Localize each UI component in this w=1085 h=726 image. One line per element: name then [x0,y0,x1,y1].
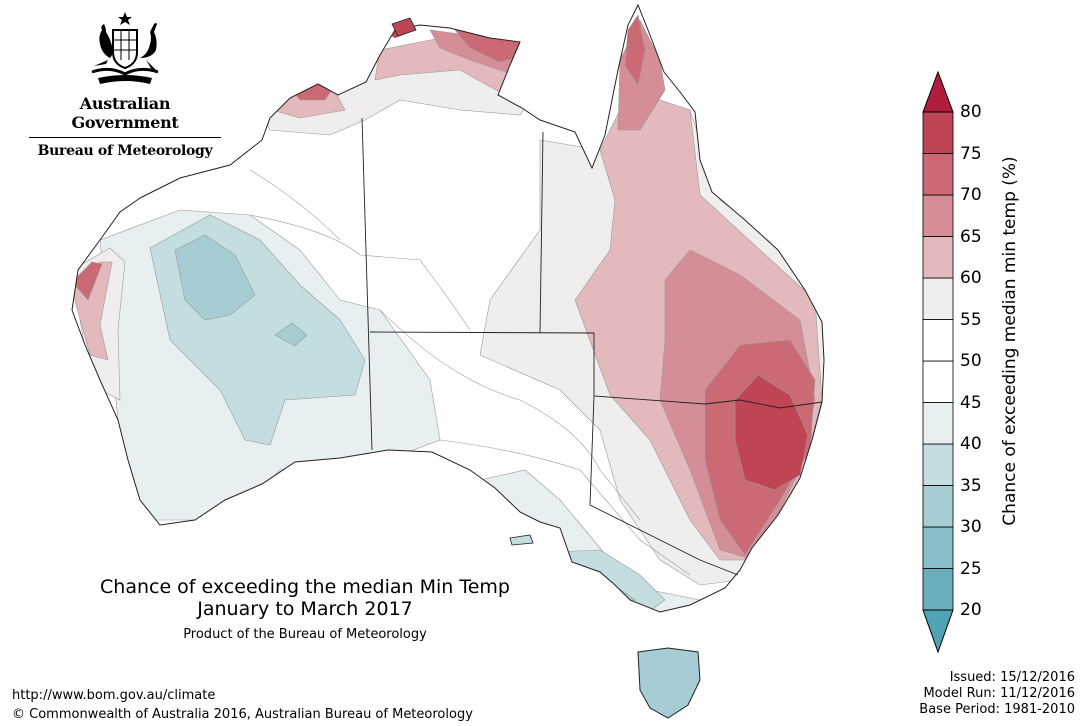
source-url[interactable]: http://www.bom.gov.au/climate [12,688,216,703]
issued-date: Issued: 15/12/2016 [949,670,1075,685]
legend-tick-label: 75 [960,143,982,164]
issue-info: Issued: 15/12/2016 Model Run: 11/12/2016… [919,670,1075,718]
agency-name: Bureau of Meteorology [37,143,213,159]
title-line-1: Chance of exceeding the median Min Temp [100,576,510,598]
legend-bin-35-40 [922,443,954,486]
map-title: Chance of exceeding the median Min Temp … [40,576,570,642]
legend-bin-50-55 [922,319,954,362]
coat-of-arms-icon [91,12,159,84]
legend-under-arrow [922,609,954,654]
legend-tick-label: 30 [960,517,982,537]
kangaroo-island [509,534,534,546]
model-run-date: Model Run: 11/12/2016 [923,686,1075,701]
legend-tick-label: 70 [960,185,982,205]
legend-bin-70-75 [922,153,954,196]
legend-tick-label: 55 [960,309,982,330]
melville-island [391,17,417,37]
base-period: Base Period: 1981-2010 [919,702,1075,717]
legend-over-arrow [922,70,954,113]
legend-tick-label: 40 [960,434,982,454]
zone-30-35-west [174,234,256,321]
legend-tick-label: 80 [960,102,982,122]
zone-30-35-west-small [274,322,308,347]
title-line-2: January to March 2017 [197,598,413,620]
legend-bin-75-80 [922,111,954,154]
zone-65-70-sw [72,261,103,301]
legend-tick-label: 45 [960,392,982,413]
legend-bin-55-60 [922,277,954,320]
state-borders [361,117,823,576]
legend-bin-45-50 [922,360,954,403]
tasmania [637,647,701,719]
bom-logo: Australian Government Bureau of Meteorol… [25,10,225,159]
copyright: © Commonwealth of Australia 2016, Austra… [12,707,473,722]
legend-bin-40-45 [922,402,954,445]
legend-colorbar [922,70,954,654]
zone-70-75-east [624,14,646,86]
legend-tick-label: 60 [960,268,982,288]
legend-tick-label: 65 [960,226,982,247]
zone-75-80-east [734,374,809,491]
legend-bin-20-25 [922,568,954,611]
legend-bin-65-70 [922,194,954,237]
legend-bin-25-30 [922,526,954,569]
legend-tick-label: 35 [960,475,982,496]
legend-tick-label: 20 [960,600,982,620]
legend-tick-label: 25 [960,558,982,579]
gov-name: Australian Government [71,94,179,132]
logo-divider [29,137,221,138]
legend-tick-label: 50 [960,351,982,371]
title-line-3: Product of the Bureau of Meteorology [183,627,427,642]
legend-bin-30-35 [922,485,954,528]
legend-title: Chance of exceeding median min temp (%) [1000,156,1020,526]
legend-bin-60-65 [922,236,954,279]
